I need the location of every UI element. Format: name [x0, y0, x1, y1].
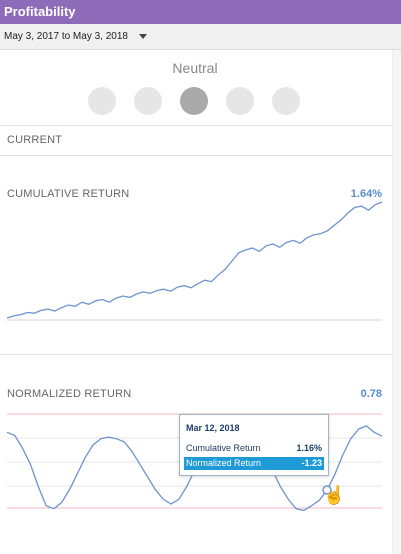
- divider: [0, 354, 392, 355]
- cumulative-return-series-line: [6, 201, 383, 319]
- cumulative-return-label: CUMULATIVE RETURN: [7, 188, 130, 200]
- tooltip-date: Mar 12, 2018: [186, 423, 240, 433]
- sentiment-label: Neutral: [172, 60, 218, 76]
- tooltip-row-highlight: Normalized Return -1.23: [184, 457, 324, 470]
- date-range-label: May 3, 2017 to May 3, 2018: [4, 31, 128, 42]
- hand-pointer-icon: ☝: [323, 485, 346, 505]
- normalized-return-label: NORMALIZED RETURN: [7, 388, 132, 400]
- cumulative-return-value: 1.64%: [350, 188, 382, 200]
- tooltip-value: -1.23: [301, 458, 322, 468]
- sentiment-dot-4[interactable]: [226, 87, 254, 115]
- tooltip-key: Cumulative Return: [186, 443, 261, 453]
- sentiment-dot-3[interactable]: [180, 87, 208, 115]
- tooltip-key: Normalized Return: [186, 458, 262, 468]
- cumulative-return-chart[interactable]: [0, 200, 392, 330]
- tooltip-value: 1.16%: [296, 443, 322, 453]
- scrollbar[interactable]: [392, 50, 401, 554]
- divider: [0, 155, 392, 156]
- hover-marker: [322, 485, 332, 495]
- app-title: Profitability: [0, 0, 401, 24]
- sentiment-dot-1[interactable]: [88, 87, 116, 115]
- tooltip-row: Cumulative Return 1.16%: [184, 442, 324, 455]
- sentiment-dot-2[interactable]: [134, 87, 162, 115]
- chart-tooltip: Mar 12, 2018 Cumulative Return 1.16% Nor…: [179, 414, 329, 476]
- chevron-down-icon[interactable]: [138, 33, 147, 39]
- date-range-selector[interactable]: May 3, 2017 to May 3, 2018: [0, 24, 401, 50]
- divider: [0, 125, 392, 126]
- sentiment-dot-5[interactable]: [272, 87, 300, 115]
- current-label: CURRENT: [7, 134, 63, 146]
- normalized-return-value: 0.78: [360, 388, 382, 400]
